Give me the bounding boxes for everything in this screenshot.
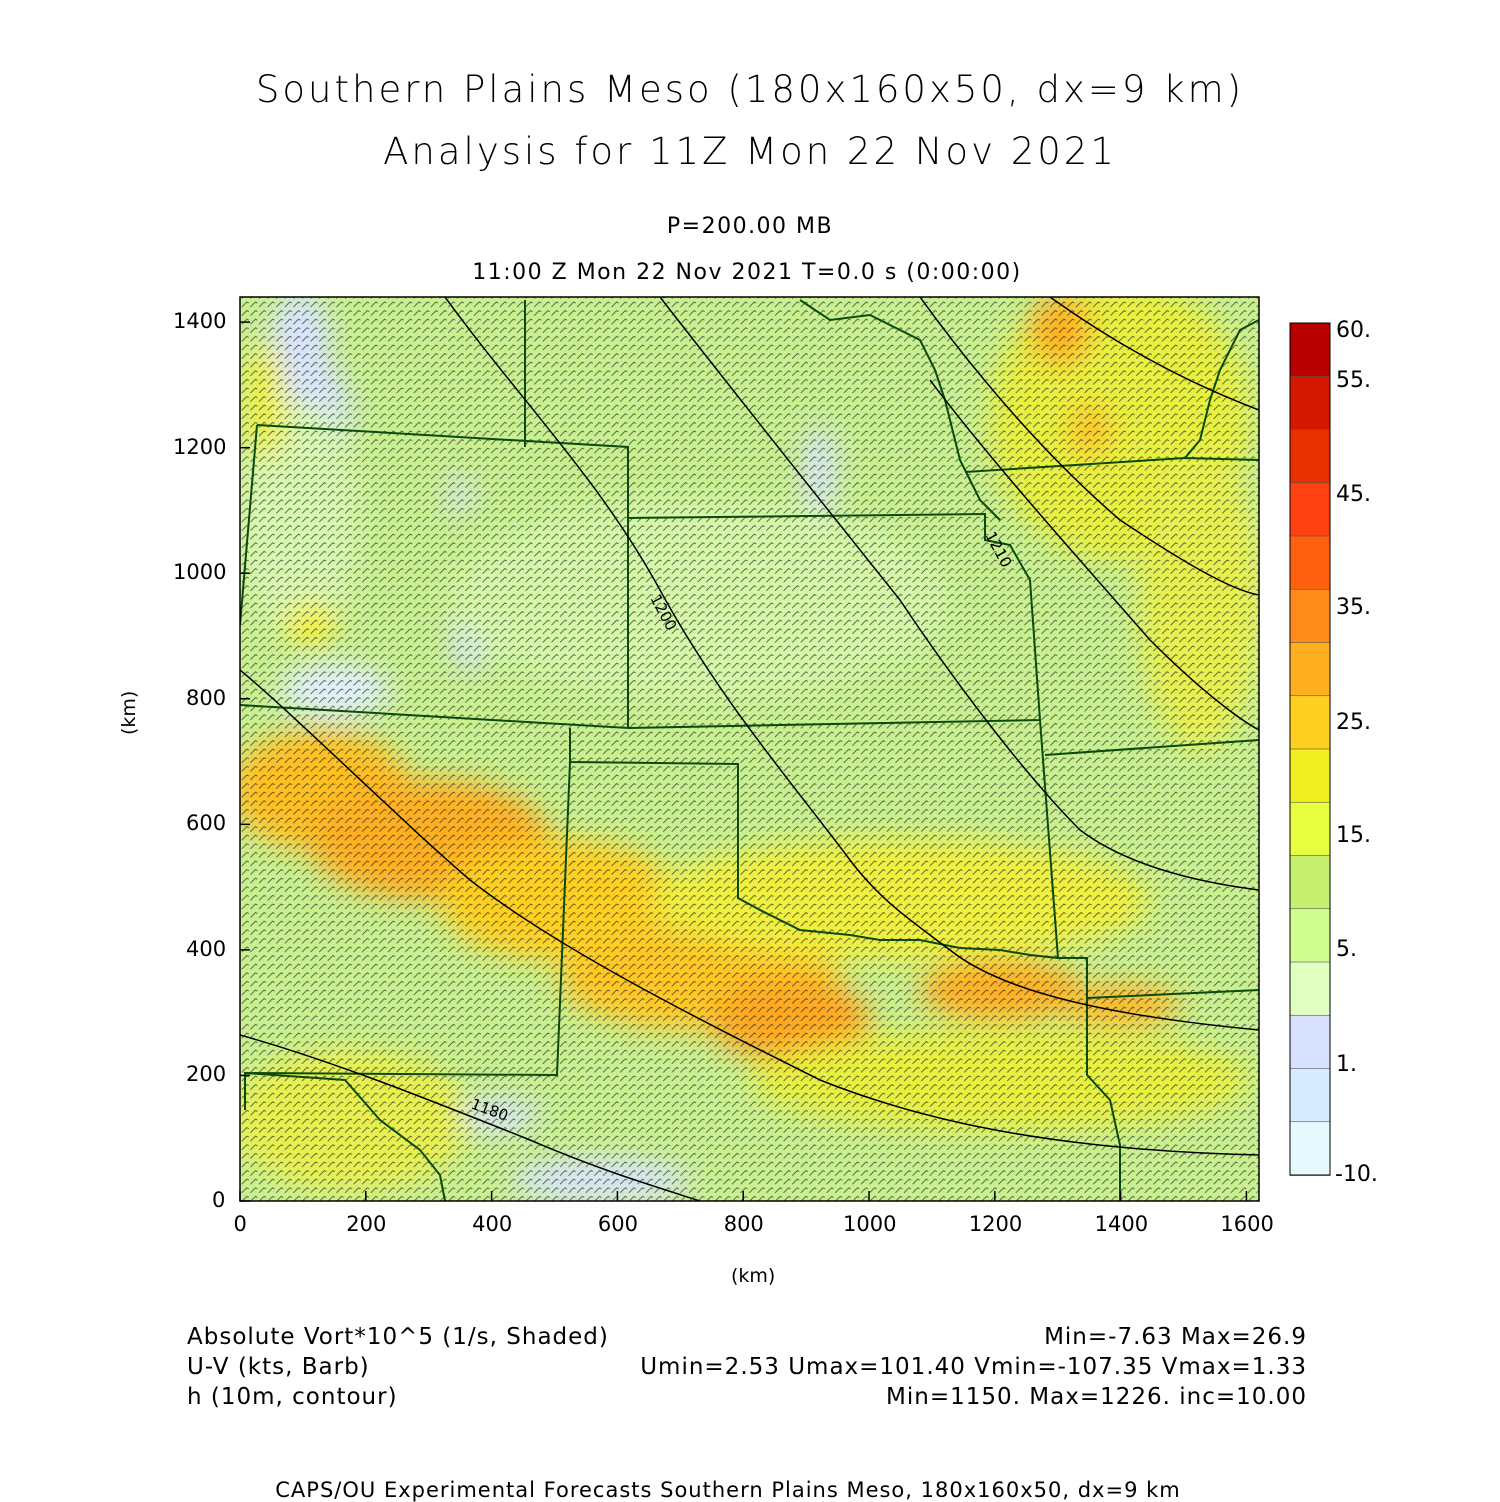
colorbar bbox=[1289, 322, 1331, 1176]
y-tick-label: 1400 bbox=[173, 309, 227, 334]
colorbar-label: 60. bbox=[1336, 318, 1371, 343]
x-tick-label: 1000 bbox=[843, 1212, 897, 1236]
plot-frame bbox=[239, 296, 1260, 1202]
legend-wind: U-V (kts, Barb) bbox=[187, 1354, 370, 1380]
colorbar-swatch bbox=[1289, 429, 1331, 484]
colorbar-swatch bbox=[1289, 588, 1331, 644]
x-tick-label: 800 bbox=[723, 1212, 764, 1236]
colorbar-label: 25. bbox=[1336, 710, 1371, 735]
colorbar-label: 55. bbox=[1336, 368, 1371, 393]
y-tick-label: 400 bbox=[186, 936, 227, 961]
y-tick-label: 0 bbox=[212, 1188, 226, 1212]
colorbar-swatch bbox=[1289, 375, 1331, 431]
legend-height-range: Min=1150. Max=1226. inc=10.00 bbox=[886, 1384, 1307, 1410]
colorbar-label: 15. bbox=[1336, 823, 1371, 848]
y-axis-label: (km) bbox=[118, 690, 140, 735]
x-tick-label: 1400 bbox=[1094, 1212, 1149, 1236]
colorbar-swatch bbox=[1289, 855, 1331, 910]
plot-title-line1: Southern Plains Meso (180x160x50, dx=9 k… bbox=[255, 68, 1245, 111]
y-tick-label: 1000 bbox=[173, 560, 227, 585]
footer-credit: CAPS/OU Experimental Forecasts Southern … bbox=[275, 1478, 1181, 1502]
colorbar-swatch bbox=[1289, 322, 1331, 378]
colorbar-swatch bbox=[1289, 801, 1331, 857]
x-tick-label: 1200 bbox=[968, 1212, 1023, 1236]
colorbar-swatch bbox=[1289, 695, 1331, 750]
state-borders bbox=[240, 299, 1259, 1201]
y-tick-label: 800 bbox=[186, 685, 227, 710]
colorbar-label: -10. bbox=[1335, 1162, 1378, 1187]
vorticity-shading bbox=[240, 297, 1259, 1201]
colorbar-frame bbox=[1289, 322, 1331, 1176]
y-tick-label: 200 bbox=[186, 1062, 227, 1087]
colorbar-label: 45. bbox=[1336, 482, 1371, 507]
x-tick-label: 400 bbox=[472, 1212, 513, 1236]
colorbar-swatch bbox=[1289, 748, 1331, 804]
plot-title-line2: Analysis for 11Z Mon 22 Nov 2021 bbox=[383, 130, 1117, 173]
y-tick-label: 1200 bbox=[173, 434, 227, 459]
axis-ticks bbox=[239, 321, 1248, 1202]
y-tick-label: 600 bbox=[186, 811, 227, 836]
x-tick-label: 1600 bbox=[1220, 1212, 1274, 1236]
colorbar-swatch bbox=[1289, 1068, 1331, 1123]
legend-vorticity: Absolute Vort*10^5 (1/s, Shaded) bbox=[187, 1324, 609, 1350]
legend-vorticity-range: Min=-7.63 Max=26.9 bbox=[1044, 1324, 1307, 1350]
height-contours bbox=[240, 297, 1259, 1201]
x-axis-label: (km) bbox=[731, 1265, 776, 1287]
legend-height: h (10m, contour) bbox=[187, 1384, 398, 1410]
colorbar-label: 35. bbox=[1336, 595, 1371, 620]
colorbar-swatch bbox=[1289, 908, 1331, 963]
colorbar-swatch bbox=[1289, 1121, 1331, 1176]
colorbar-swatch bbox=[1289, 482, 1331, 537]
colorbar-label: 5. bbox=[1336, 937, 1357, 962]
colorbar-swatch bbox=[1289, 961, 1331, 1017]
x-tick-label: 200 bbox=[346, 1212, 387, 1236]
x-tick-label: 0 bbox=[233, 1212, 247, 1236]
colorbar-swatch bbox=[1289, 535, 1331, 591]
valid-time-label: 11:00 Z Mon 22 Nov 2021 T=0.0 s (0:00:00… bbox=[472, 260, 1022, 285]
colorbar-label: 1. bbox=[1336, 1052, 1357, 1077]
pressure-level-label: P=200.00 MB bbox=[666, 214, 834, 239]
legend-wind-range: Umin=2.53 Umax=101.40 Vmin=-107.35 Vmax=… bbox=[640, 1354, 1307, 1380]
colorbar-swatch bbox=[1289, 1014, 1331, 1070]
colorbar-swatch bbox=[1289, 642, 1331, 697]
x-tick-label: 600 bbox=[597, 1212, 638, 1236]
